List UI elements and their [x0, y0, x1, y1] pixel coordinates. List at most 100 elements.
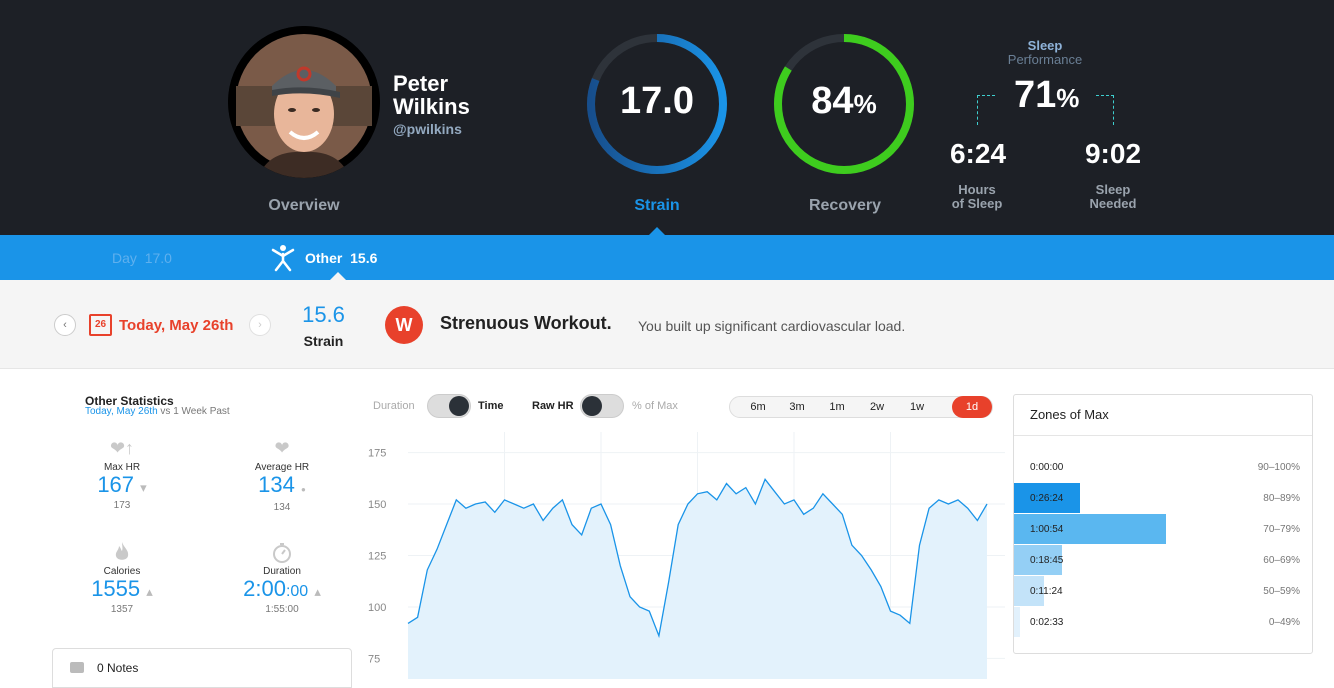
hr-area-fill	[408, 479, 987, 679]
heart-up-icon: ❤↑	[109, 438, 135, 458]
toggle-knob	[582, 396, 602, 416]
zone-range: 80–89%	[1263, 493, 1300, 504]
recovery-arc	[774, 34, 914, 174]
recovery-number: 84	[811, 80, 854, 122]
stat-compare: 1357	[110, 604, 134, 615]
tab-day[interactable]: Day 17.0	[112, 250, 172, 266]
range-selector	[729, 396, 993, 418]
strain-ring[interactable]	[582, 29, 732, 179]
needed-label-line1: Sleep	[1095, 182, 1131, 197]
stats-title: Other Statistics	[85, 394, 174, 408]
activity-strain-value: 15.6	[302, 302, 345, 327]
calendar-icon[interactable]: 26	[89, 314, 112, 336]
zone-range: 50–59%	[1263, 586, 1300, 597]
tab-other-label: Other	[305, 250, 343, 266]
zone-row: 0:00:00 90–100%	[1014, 452, 1312, 482]
notes-label[interactable]: 0 Notes	[97, 661, 139, 675]
stat-compare: 173	[113, 500, 131, 511]
tab-day-value: 17.0	[144, 250, 172, 266]
range-3m-button[interactable]: 3m	[789, 401, 805, 413]
stat-label: Average HR	[254, 462, 310, 473]
sleep-title: Sleep Performance	[1000, 39, 1090, 67]
stat-value: 1555 ▴	[62, 577, 182, 604]
stat-value: 167 ▾	[62, 473, 182, 500]
prev-day-button[interactable]: ‹	[54, 314, 76, 336]
tab-strain[interactable]: Strain	[634, 197, 680, 214]
stat-compare: 1:55:00	[265, 604, 299, 615]
zone-time: 0:11:24	[1030, 586, 1063, 597]
zone-time: 0:00:00	[1030, 462, 1064, 473]
activity-strain-label: Strain	[303, 333, 344, 349]
raw-hr-label: Raw HR	[532, 400, 574, 412]
stat-number-seconds: :00	[285, 583, 309, 600]
y-tick-label: 125	[368, 551, 386, 563]
last-name: Wilkins	[393, 94, 470, 119]
tab-overview[interactable]: Overview	[268, 197, 340, 214]
avatar[interactable]	[228, 26, 380, 178]
sleep-needed-label: Sleep Needed	[1068, 183, 1158, 211]
zone-time: 1:00:54	[1030, 524, 1064, 535]
strain-value: 17.0	[620, 80, 694, 122]
stat-number: 167	[97, 472, 135, 497]
stats-date: Today, May 26th	[85, 406, 158, 417]
duration-time-toggle[interactable]	[427, 394, 471, 418]
flame-icon	[62, 542, 182, 564]
tab-recovery[interactable]: Recovery	[808, 197, 882, 214]
tab-day-label: Day	[112, 250, 137, 266]
range-1w-button[interactable]: 1w	[909, 401, 925, 413]
zone-range: 90–100%	[1257, 462, 1300, 473]
zones-divider	[1014, 435, 1312, 436]
stat-number: 2:00	[243, 576, 286, 601]
zone-range: 70–79%	[1263, 524, 1300, 535]
trend-up-icon: ▴	[146, 584, 153, 599]
zone-row: 0:18:45 60–69%	[1014, 545, 1312, 575]
y-tick-label: 150	[368, 499, 386, 511]
hours-of-sleep-label: Hours of Sleep	[932, 183, 1022, 211]
next-day-button[interactable]: ›	[249, 314, 271, 336]
zone-bar	[1014, 545, 1062, 575]
stat-compare: 134	[273, 502, 291, 513]
range-6m-button[interactable]: 6m	[750, 401, 766, 413]
summary-strip	[0, 280, 1334, 369]
heart-rate-chart[interactable]: 175 150 125 100 75	[360, 432, 1005, 679]
tab-other[interactable]: Other 15.6	[305, 250, 377, 266]
stat-average-hr: ❤ Average HR 134 ● 134	[222, 438, 342, 513]
range-1m-button[interactable]: 1m	[829, 401, 845, 413]
range-2w-button[interactable]: 2w	[869, 401, 885, 413]
zone-time: 0:02:33	[1030, 617, 1064, 628]
trend-down-icon: ▾	[140, 480, 147, 495]
chevron-right-icon: ›	[258, 319, 262, 331]
strain-arc	[587, 34, 727, 174]
chevron-left-icon: ‹	[63, 319, 67, 331]
stats-vs: vs	[157, 406, 174, 417]
raw-hr-toggle[interactable]	[580, 394, 624, 418]
stat-number: 1555	[91, 576, 141, 601]
current-date[interactable]: Today, May 26th	[119, 317, 234, 334]
recovery-value: 84%	[769, 80, 919, 123]
recovery-ring[interactable]	[769, 29, 919, 179]
comment-icon	[70, 662, 84, 673]
stat-max-hr: ❤↑ Max HR 167 ▾ 173	[62, 438, 182, 511]
tab-pointer	[330, 272, 346, 280]
hr-series-line	[407, 477, 988, 639]
sleep-number: 71	[1014, 74, 1057, 116]
stats-subtitle: Today, May 26th vs 1 Week Past	[85, 406, 230, 417]
heart-icon: ❤	[274, 438, 290, 458]
profile-handle[interactable]: @pwilkins	[393, 121, 462, 137]
tab-other-value: 15.6	[350, 250, 378, 266]
zone-bar	[1014, 483, 1080, 513]
stat-calories: Calories 1555 ▴ 1357	[62, 542, 182, 615]
zone-row: 0:11:24 50–59%	[1014, 576, 1312, 606]
range-1d-button[interactable]: 1d	[952, 396, 992, 418]
sleep-title-sub: Performance	[1007, 52, 1083, 67]
stat-label: Calories	[103, 566, 141, 577]
zone-range: 60–69%	[1263, 555, 1300, 566]
sleep-performance-value: 71%	[1014, 74, 1079, 117]
toggle-knob	[449, 396, 469, 416]
stat-number: 134	[258, 472, 295, 497]
sleep-needed-value: 9:02	[1084, 138, 1142, 169]
workout-description: You built up significant cardiovascular …	[638, 318, 906, 334]
needed-label-line2: Needed	[1089, 196, 1137, 211]
profile-name: Peter Wilkins	[393, 72, 523, 118]
strain-pointer	[648, 227, 666, 236]
